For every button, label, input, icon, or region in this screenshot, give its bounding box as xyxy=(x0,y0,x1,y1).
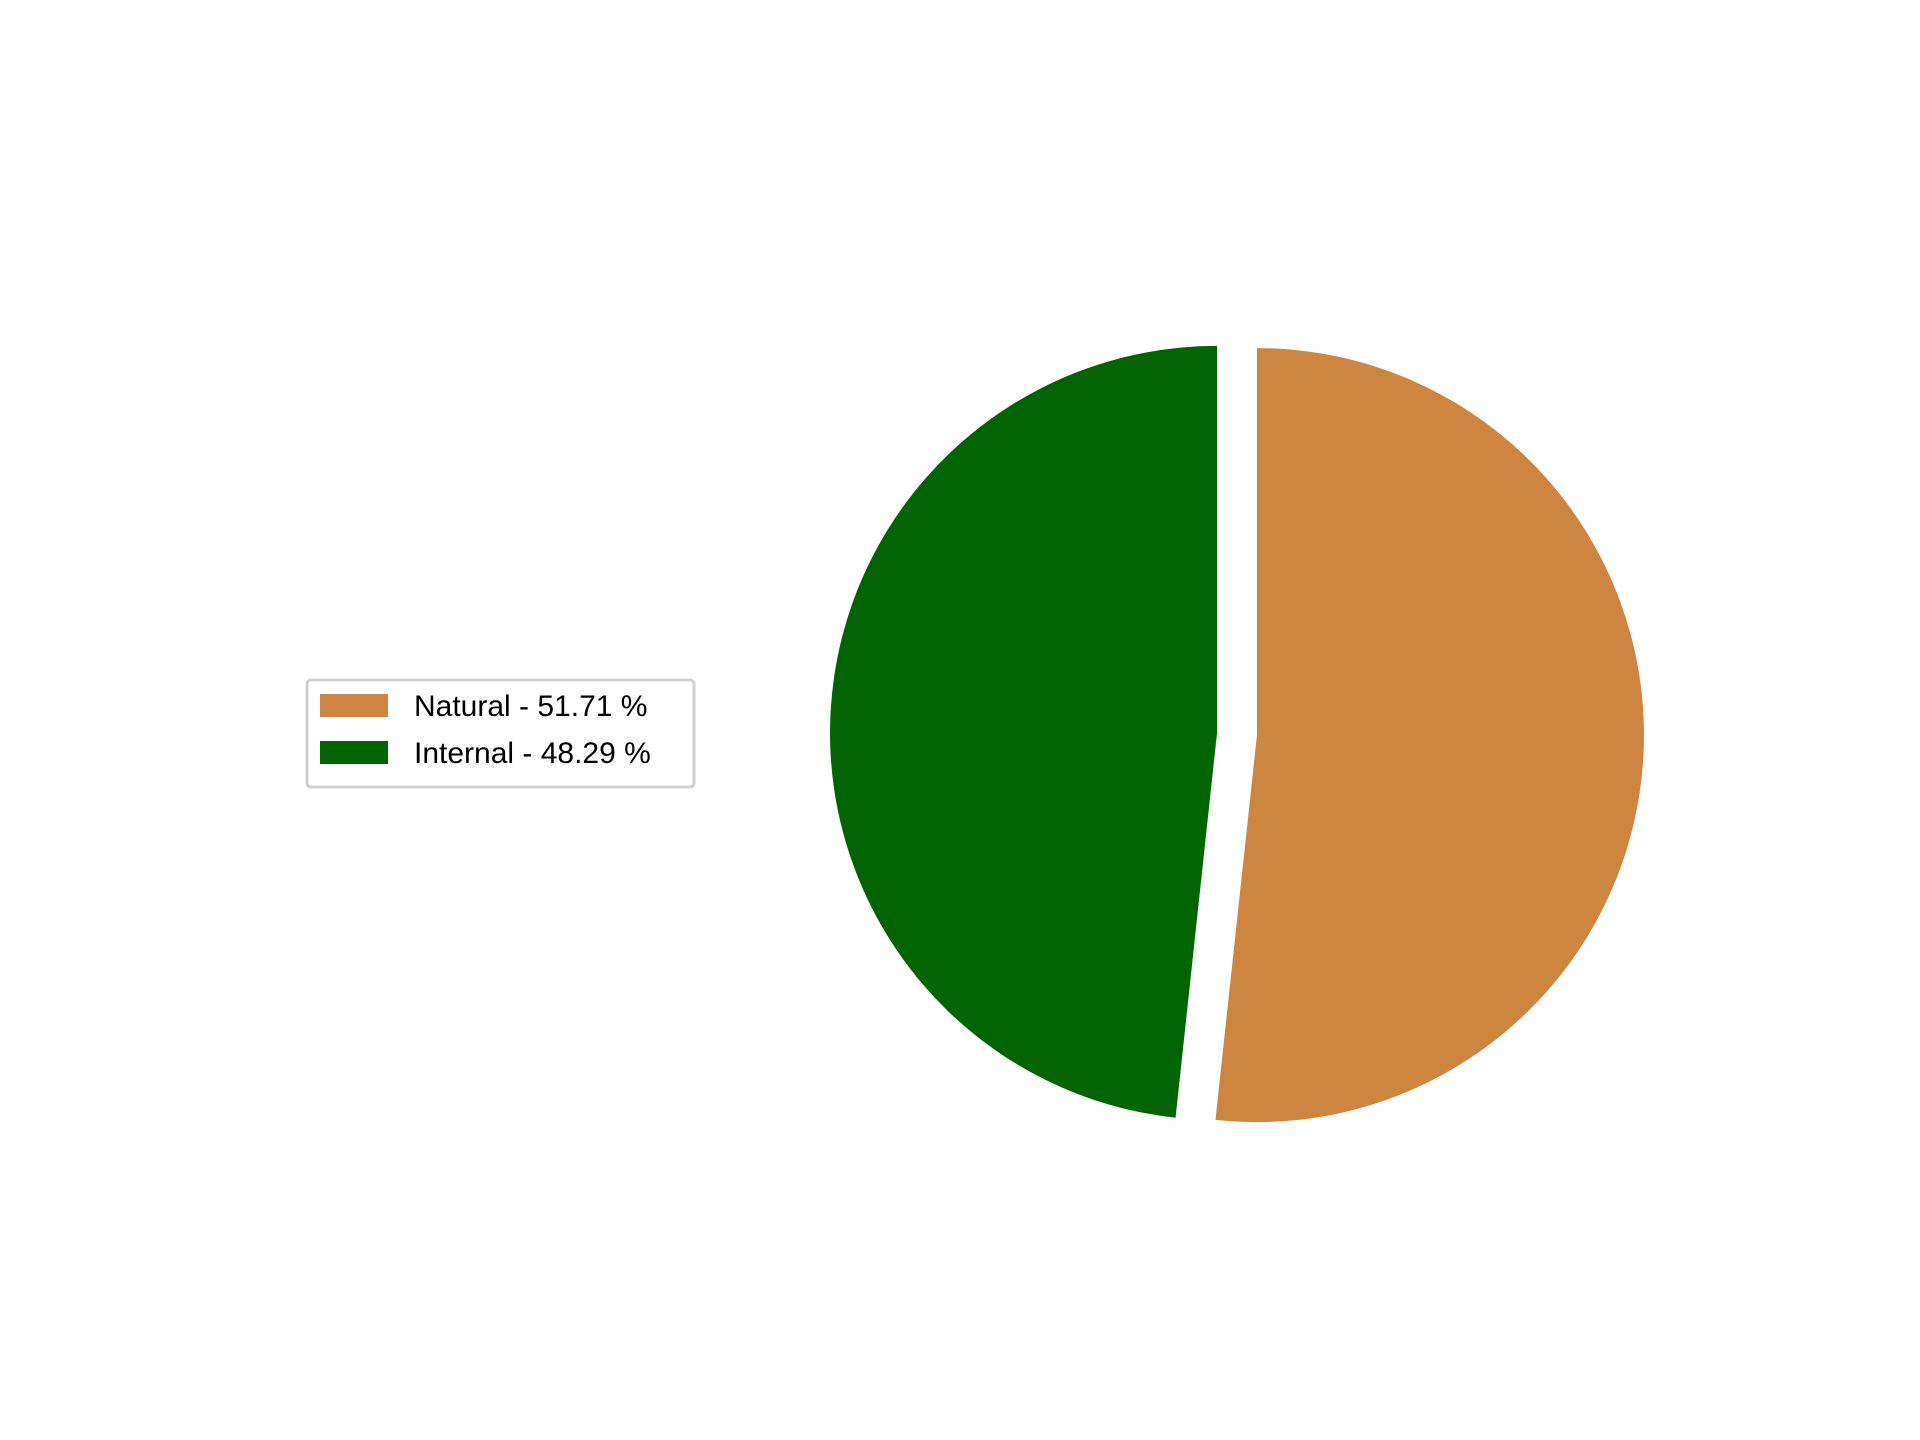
pie-slices xyxy=(830,345,1644,1123)
legend-label-natural: Natural - 51.71 % xyxy=(414,690,647,723)
legend-frame xyxy=(305,678,696,789)
chart-legend: Natural - 51.71 % Internal - 48.29 % xyxy=(305,678,696,789)
legend-swatch-natural xyxy=(320,694,388,717)
legend-swatch-internal xyxy=(320,741,388,764)
pie-slice-natural xyxy=(1215,348,1644,1123)
pie-slice-internal xyxy=(830,345,1218,1118)
legend-label-internal: Internal - 48.29 % xyxy=(414,737,651,770)
